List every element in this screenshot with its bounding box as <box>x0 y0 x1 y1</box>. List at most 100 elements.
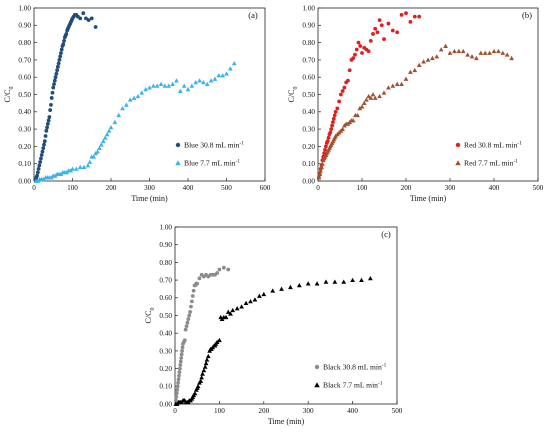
y-tick-label: 0.70 <box>159 277 172 285</box>
data-point <box>42 142 46 147</box>
data-point <box>91 154 97 159</box>
data-point <box>239 304 244 309</box>
data-point <box>192 391 198 396</box>
data-point <box>166 83 172 88</box>
data-point <box>49 102 53 107</box>
x-tick-label: 0 <box>173 407 177 415</box>
x-tick-label: 300 <box>445 184 456 192</box>
data-point <box>296 283 302 288</box>
data-point <box>395 30 400 35</box>
data-point <box>227 66 233 71</box>
data-point <box>176 377 181 382</box>
x-tick-label: 300 <box>144 184 155 192</box>
y-tick-label: 0.80 <box>18 39 31 47</box>
data-point <box>177 366 182 371</box>
data-point <box>35 173 39 178</box>
data-point <box>36 166 41 171</box>
y-tick-label: 0.80 <box>302 39 315 47</box>
data-point <box>487 50 492 55</box>
data-point <box>162 83 168 88</box>
data-point <box>38 160 43 164</box>
data-point <box>354 47 359 52</box>
data-point <box>360 51 364 55</box>
data-point <box>89 16 94 21</box>
data-point <box>377 93 382 99</box>
data-point <box>143 86 149 92</box>
data-point <box>106 128 112 133</box>
data-point <box>359 277 364 282</box>
data-point <box>377 18 382 23</box>
x-axis-label: Time (min) <box>410 194 447 203</box>
y-tick-label: 0.30 <box>159 347 172 355</box>
data-point <box>204 81 210 87</box>
data-point <box>261 291 267 297</box>
data-point <box>340 89 345 93</box>
data-point <box>228 311 233 316</box>
data-point <box>403 76 409 81</box>
data-point <box>201 367 207 373</box>
data-point <box>179 352 184 357</box>
data-point <box>177 370 182 375</box>
data-point <box>368 38 373 43</box>
data-point <box>175 387 180 392</box>
x-tick-label: 100 <box>214 407 225 415</box>
data-point <box>335 106 340 111</box>
data-point <box>320 161 325 166</box>
data-point <box>57 58 62 62</box>
data-point <box>332 113 337 118</box>
data-point <box>372 95 378 100</box>
y-tick-label: 0.40 <box>18 108 31 116</box>
data-point <box>359 104 365 109</box>
data-point <box>197 78 202 83</box>
data-point <box>158 81 164 87</box>
data-point <box>443 43 448 48</box>
data-point <box>356 40 361 45</box>
data-point <box>150 83 156 88</box>
y-axis-label: C/C0 <box>144 308 156 324</box>
y-axis-label-subscript: 0 <box>9 87 15 90</box>
plot-frame <box>33 7 266 182</box>
data-point <box>270 288 276 293</box>
data-point <box>215 271 220 275</box>
data-point <box>474 55 479 61</box>
data-point <box>198 378 204 383</box>
data-point <box>332 279 338 284</box>
data-point <box>102 135 108 140</box>
data-point <box>191 288 196 293</box>
data-point <box>350 277 355 282</box>
y-tick-label: 0.20 <box>159 365 172 373</box>
data-point <box>59 51 63 55</box>
data-point <box>35 170 40 175</box>
data-point <box>338 92 343 97</box>
data-point <box>478 50 484 55</box>
legend-label: Blue 30.8 mL min-1 <box>184 141 244 150</box>
data-point <box>217 267 222 272</box>
data-point <box>324 144 328 149</box>
data-point <box>316 175 322 180</box>
legend-label: Black 30.8 mL min-1 <box>323 363 387 372</box>
data-point <box>212 76 218 81</box>
legend-marker <box>175 160 181 166</box>
data-point <box>170 81 175 87</box>
y-tick-label: 1.00 <box>18 4 31 12</box>
data-point <box>221 265 226 270</box>
x-tick-label: 0 <box>316 184 320 192</box>
data-point <box>40 149 45 154</box>
data-point <box>180 345 185 350</box>
x-tick-label: 200 <box>106 184 117 192</box>
x-tick-label: 0 <box>32 184 36 192</box>
y-tick-label: 1.00 <box>302 4 315 12</box>
data-point <box>77 164 83 170</box>
data-point <box>78 16 83 21</box>
data-point <box>331 120 335 125</box>
data-point <box>56 61 61 66</box>
data-point <box>367 275 373 281</box>
y-tick-label: 0.00 <box>159 400 172 408</box>
data-point <box>330 123 334 128</box>
data-point <box>416 62 422 67</box>
data-point <box>500 50 506 55</box>
legend-label: Blue 7.7 mL min-1 <box>184 159 240 168</box>
data-point <box>252 297 258 302</box>
data-point <box>183 327 188 332</box>
data-point <box>50 90 55 95</box>
